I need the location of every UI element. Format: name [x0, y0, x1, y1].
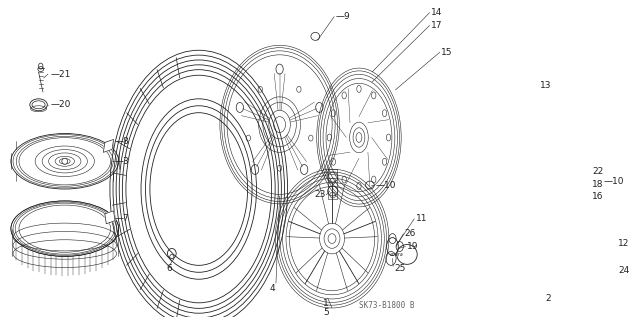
Text: 4: 4 — [269, 284, 275, 293]
Text: 13: 13 — [540, 81, 551, 91]
Ellipse shape — [62, 158, 68, 164]
Text: acura: acura — [390, 252, 404, 257]
Text: 25: 25 — [394, 264, 405, 273]
Text: —10: —10 — [604, 177, 624, 186]
Text: 2: 2 — [545, 293, 551, 302]
Text: 1: 1 — [323, 299, 329, 308]
Polygon shape — [104, 139, 113, 152]
Text: 5: 5 — [323, 308, 329, 317]
Text: —3: —3 — [115, 157, 130, 166]
Text: 11: 11 — [416, 214, 428, 223]
Text: —9: —9 — [335, 12, 351, 21]
Text: —7: —7 — [115, 214, 130, 223]
Text: 14: 14 — [431, 8, 442, 17]
Text: SK73-B1800 B: SK73-B1800 B — [359, 301, 415, 310]
Text: —10: —10 — [376, 181, 396, 189]
Text: 12: 12 — [618, 239, 630, 248]
Text: 23: 23 — [315, 190, 326, 199]
Text: 26: 26 — [405, 229, 416, 238]
Text: 22: 22 — [592, 167, 604, 176]
Text: —21: —21 — [50, 70, 70, 78]
Polygon shape — [105, 211, 115, 224]
Text: 18: 18 — [592, 180, 604, 189]
Text: 24: 24 — [618, 266, 630, 275]
Text: 16: 16 — [592, 192, 604, 202]
Text: —20: —20 — [50, 100, 70, 109]
Text: 17: 17 — [431, 21, 442, 30]
Text: 6: 6 — [166, 264, 172, 273]
Text: —8: —8 — [115, 137, 130, 146]
Text: 19: 19 — [407, 242, 419, 251]
Text: 15: 15 — [441, 48, 452, 57]
